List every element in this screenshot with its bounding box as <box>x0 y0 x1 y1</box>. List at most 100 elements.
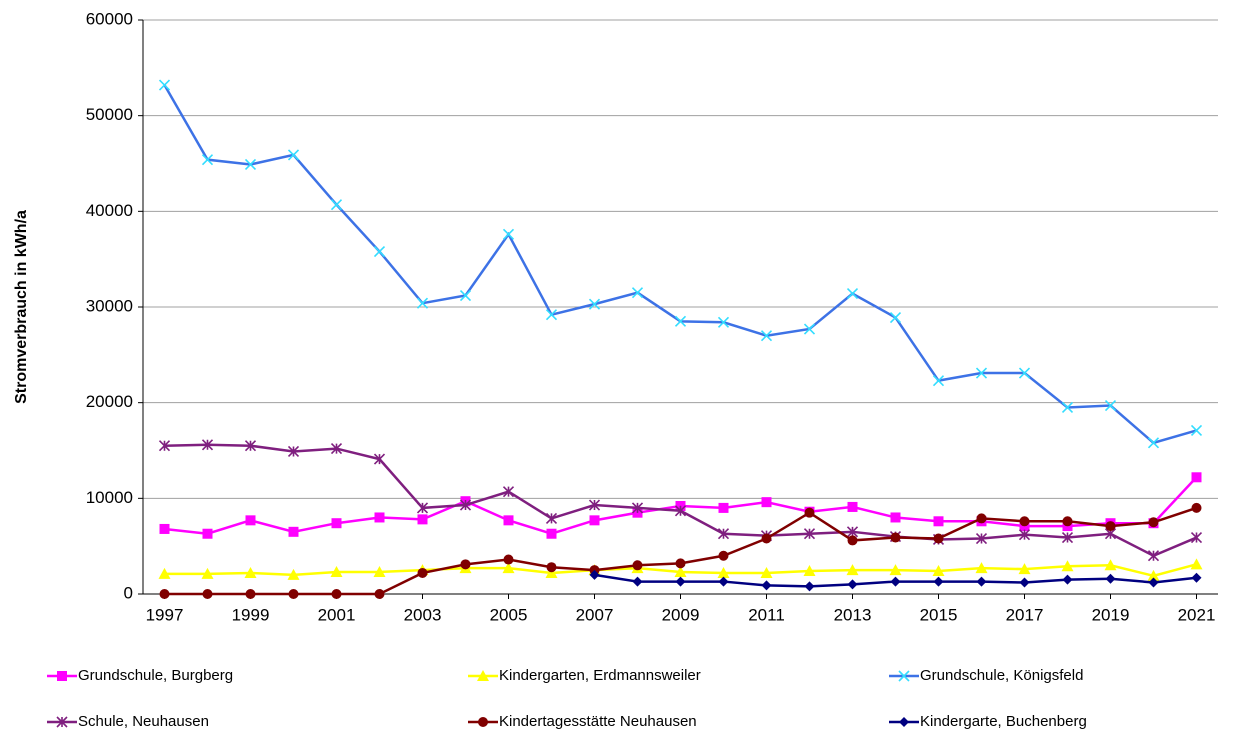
legend-label: Kindergarte, Buchenberg <box>920 713 1087 730</box>
marker <box>890 532 901 543</box>
marker <box>674 315 687 327</box>
marker <box>502 486 515 498</box>
marker <box>244 158 257 171</box>
marker <box>589 515 600 526</box>
marker <box>975 367 988 379</box>
legend-item: Kindergarte, Buchenberg <box>889 713 1087 730</box>
marker <box>244 566 257 578</box>
marker <box>57 671 67 681</box>
marker <box>477 670 489 681</box>
marker <box>975 532 988 545</box>
marker <box>1191 472 1202 483</box>
marker <box>588 298 601 310</box>
marker <box>804 507 815 518</box>
marker <box>288 526 299 537</box>
marker <box>1147 437 1160 449</box>
marker <box>330 443 343 455</box>
marker <box>546 562 557 573</box>
marker <box>1019 516 1030 527</box>
marker <box>546 528 557 539</box>
legend-item: Grundschule, Burgberg <box>47 667 233 684</box>
marker <box>159 589 170 599</box>
marker <box>1061 560 1074 572</box>
marker <box>201 154 214 166</box>
legend-item: Grundschule, Königsfeld <box>889 667 1083 684</box>
marker <box>202 589 213 599</box>
marker <box>1147 569 1160 581</box>
series-line <box>163 84 1197 445</box>
marker <box>1190 531 1203 544</box>
marker <box>933 516 944 527</box>
marker <box>803 528 816 540</box>
marker <box>373 245 386 258</box>
marker <box>502 228 515 240</box>
x-tick-label: 2017 <box>1006 605 1044 624</box>
marker <box>374 589 385 599</box>
x-tick-label: 1999 <box>232 605 270 624</box>
marker <box>803 323 816 335</box>
marker <box>287 568 300 580</box>
marker <box>1019 577 1030 588</box>
marker <box>588 499 601 511</box>
marker <box>287 445 300 458</box>
marker <box>503 515 514 526</box>
y-axis-label: Stromverbrauch in kWh/a <box>13 210 30 404</box>
marker <box>1104 399 1117 412</box>
marker <box>331 518 342 529</box>
marker <box>330 199 343 211</box>
legend-label: Kindertagesstätte Neuhausen <box>499 713 697 730</box>
marker <box>976 576 987 587</box>
marker <box>244 440 257 452</box>
marker <box>330 565 343 577</box>
marker <box>1061 531 1074 544</box>
marker <box>245 589 256 599</box>
marker <box>1190 558 1203 570</box>
legend-label: Schule, Neuhausen <box>78 713 209 730</box>
marker <box>761 497 772 508</box>
marker <box>890 576 901 587</box>
marker <box>718 576 729 587</box>
marker <box>717 566 730 578</box>
marker <box>1148 577 1159 588</box>
marker <box>373 565 386 577</box>
y-tick-label: 30000 <box>86 296 133 315</box>
marker <box>478 717 488 727</box>
marker <box>545 309 558 321</box>
marker <box>416 502 429 514</box>
y-tick-label: 0 <box>124 583 133 602</box>
marker <box>1105 521 1116 532</box>
marker <box>846 526 859 538</box>
marker <box>847 579 858 590</box>
marker <box>288 589 299 599</box>
marker <box>201 567 214 579</box>
marker <box>158 567 171 579</box>
marker <box>1018 563 1031 575</box>
x-tick-label: 2011 <box>748 605 785 624</box>
marker <box>1191 572 1202 583</box>
marker <box>1062 516 1073 527</box>
marker <box>717 316 730 328</box>
marker <box>846 564 859 576</box>
marker <box>632 560 643 571</box>
y-tick-label: 60000 <box>86 9 133 28</box>
marker <box>417 514 428 525</box>
marker <box>1147 550 1160 562</box>
x-tick-label: 2019 <box>1092 605 1130 624</box>
marker <box>374 512 385 523</box>
marker <box>718 502 729 513</box>
marker <box>416 297 429 309</box>
marker <box>158 79 171 91</box>
marker <box>459 289 472 302</box>
marker <box>674 565 687 577</box>
y-tick-label: 50000 <box>86 105 133 124</box>
marker <box>674 505 687 517</box>
marker <box>718 550 729 561</box>
legend-label: Kindergarten, Erdmannsweiler <box>499 667 701 684</box>
marker <box>889 564 902 576</box>
marker <box>631 287 644 299</box>
x-tick-label: 2003 <box>404 605 442 624</box>
marker <box>245 515 256 526</box>
legend-label: Grundschule, Königsfeld <box>920 667 1083 684</box>
legend-item: Kindergarten, Erdmannsweiler <box>468 667 701 684</box>
marker <box>717 528 730 540</box>
